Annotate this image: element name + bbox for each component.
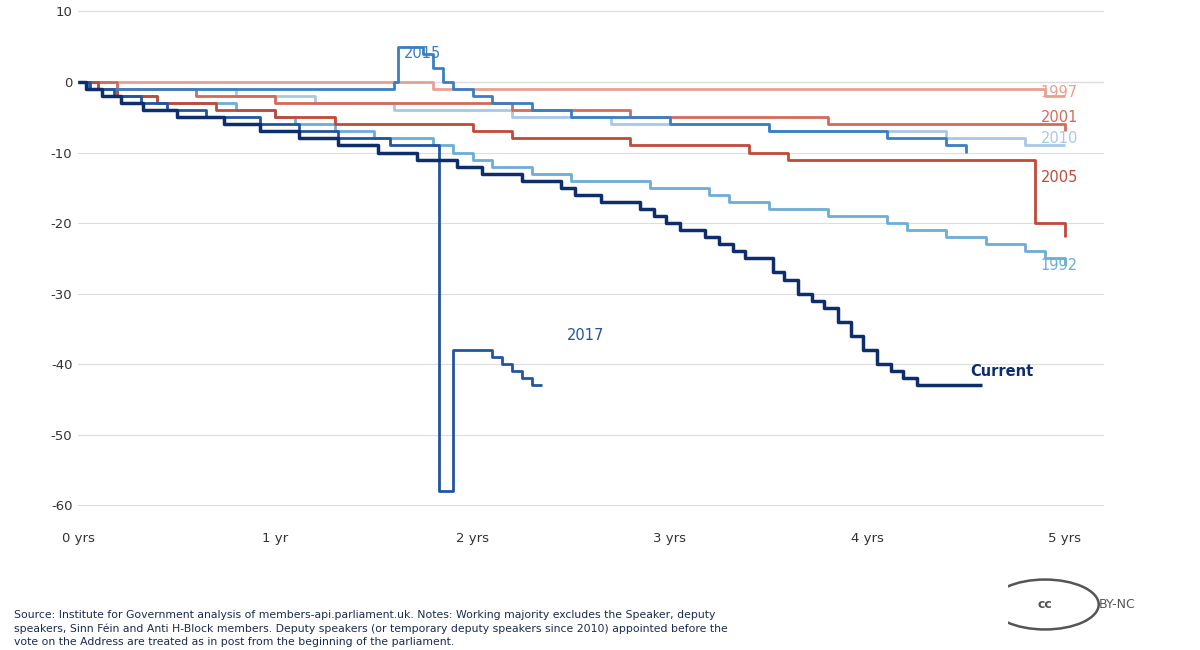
Text: 2015: 2015 [403,46,440,61]
Text: 2017: 2017 [568,328,605,343]
Text: 1997: 1997 [1040,85,1078,100]
Text: IfG: IfG [1104,30,1164,64]
Polygon shape [1039,0,1061,94]
Text: BY-NC: BY-NC [1099,598,1135,611]
Text: 2001: 2001 [1040,110,1079,125]
Text: cc: cc [1038,598,1052,611]
Text: 2005: 2005 [1040,170,1079,185]
Text: Change in government working majority during each parliament, 1992–present, as a: Change in government working majority du… [14,36,1086,55]
Text: Source: Institute for Government analysis of members-api.parliament.uk. Notes: W: Source: Institute for Government analysi… [14,610,728,647]
Polygon shape [1030,0,1051,94]
Text: Current: Current [970,364,1033,379]
Text: 2010: 2010 [1040,131,1079,146]
Text: 1992: 1992 [1040,258,1078,273]
